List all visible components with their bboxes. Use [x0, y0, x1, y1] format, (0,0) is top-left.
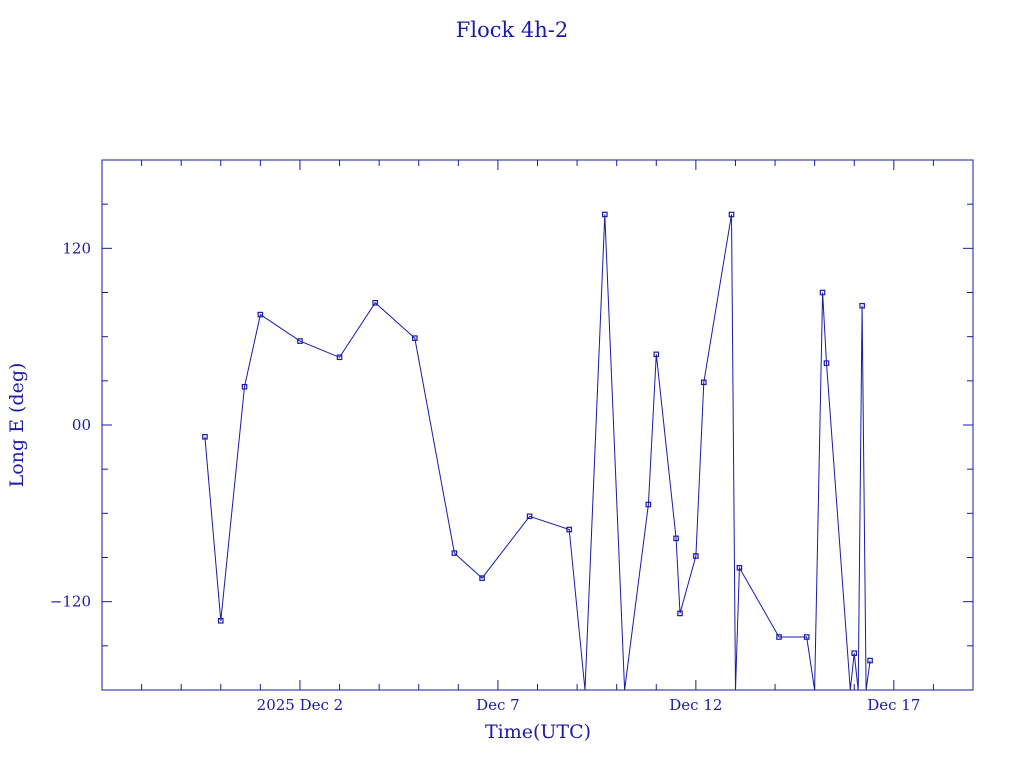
- data-point: [566, 526, 572, 533]
- data-point: [776, 634, 782, 640]
- data-point: [202, 433, 208, 440]
- data-point: [602, 211, 608, 218]
- data-point: [653, 351, 660, 358]
- y-tick-label: 00: [72, 416, 91, 434]
- data-point: [736, 565, 743, 571]
- data-point: [728, 211, 735, 218]
- x-tick-label: 2025 Dec 2: [257, 696, 344, 714]
- x-tick-label: Dec 17: [867, 696, 920, 714]
- axis-ticks: [101, 160, 974, 690]
- data-point: [241, 383, 248, 390]
- series-lines: [204, 214, 871, 691]
- series-points: [202, 211, 873, 664]
- data-point: [693, 553, 699, 559]
- data-point: [257, 311, 264, 318]
- data-point: [411, 335, 418, 341]
- y-tick-label: 120: [62, 239, 91, 257]
- y-tick-label: −120: [50, 593, 91, 611]
- data-point: [677, 610, 683, 617]
- series-line: [204, 214, 871, 691]
- x-tick-label: Dec 12: [669, 696, 722, 714]
- x-tick-labels: 2025 Dec 2 Dec 7 Dec 12 Dec 17: [257, 696, 921, 714]
- x-tick-label: Dec 7: [476, 696, 520, 714]
- data-point: [526, 513, 533, 520]
- data-point: [823, 360, 830, 366]
- data-point: [479, 575, 485, 581]
- plot-frame: [101, 159, 974, 691]
- data-point: [673, 535, 679, 542]
- data-point: [645, 501, 652, 508]
- x-axis-label: Time(UTC): [485, 721, 591, 743]
- data-point: [819, 289, 826, 296]
- chart-title: Flock 4h-2: [456, 18, 568, 42]
- data-point: [336, 354, 343, 361]
- data-point: [451, 550, 458, 556]
- data-point: [372, 300, 378, 306]
- data-point: [217, 618, 224, 624]
- data-point: [700, 379, 707, 386]
- data-point: [803, 634, 810, 640]
- y-axis-label: Long E (deg): [6, 363, 28, 488]
- data-point: [859, 302, 865, 309]
- data-point: [297, 338, 303, 344]
- data-point: [867, 657, 873, 664]
- y-tick-labels: 120 00 −120: [50, 239, 91, 610]
- data-point: [851, 650, 858, 656]
